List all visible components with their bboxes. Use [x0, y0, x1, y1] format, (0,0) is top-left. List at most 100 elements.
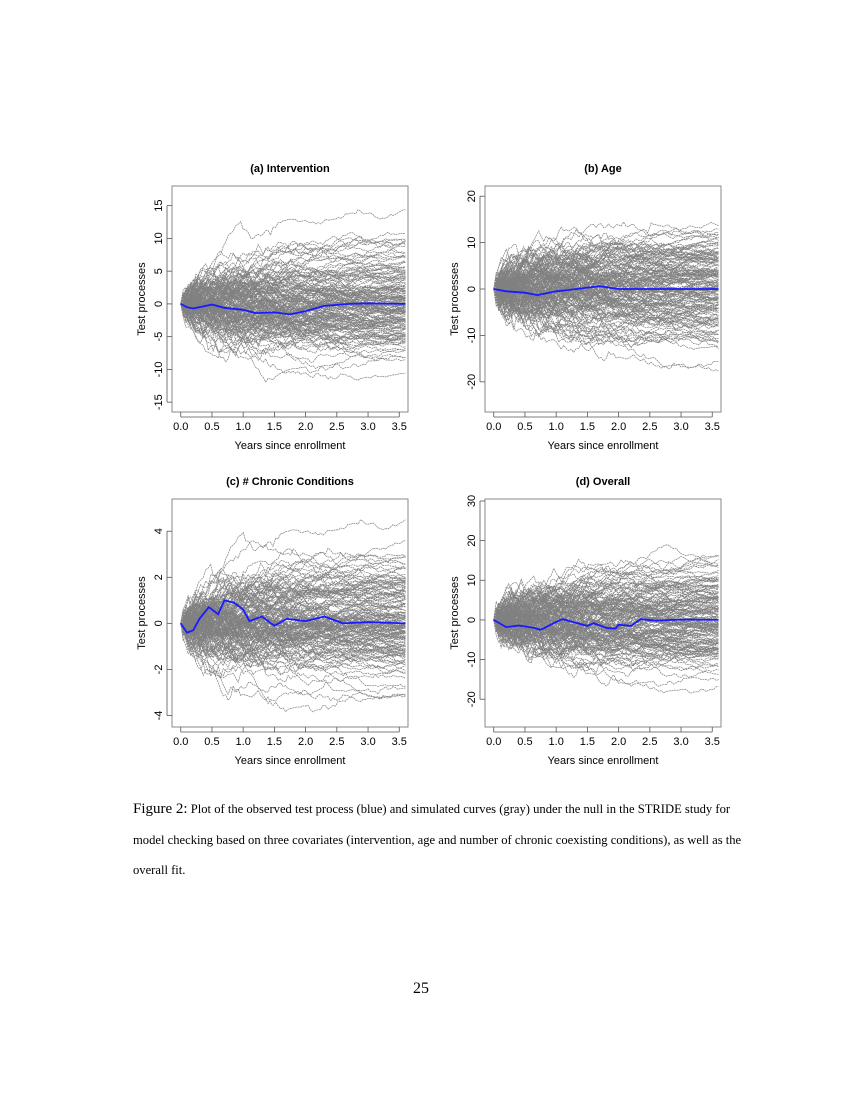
simulated-curve	[493, 270, 719, 330]
simulated-curve	[493, 614, 719, 694]
y-tick-label: 10	[466, 236, 478, 248]
chart-title: (a) Intervention	[250, 163, 330, 175]
y-tick-label: 15	[153, 200, 165, 212]
x-tick-label: 1.5	[267, 421, 282, 433]
simulated-curve	[180, 299, 406, 370]
x-tick-label: 3.0	[673, 421, 688, 433]
simulated-curve	[180, 618, 406, 660]
y-tick-label: -10	[153, 361, 165, 377]
simulated-curve	[180, 613, 406, 639]
simulated-curve	[493, 288, 719, 372]
chart-title: (b) Age	[584, 163, 621, 175]
simulated-curve	[180, 286, 406, 324]
simulated-curve	[493, 580, 719, 632]
plot-frame	[484, 498, 722, 728]
simulated-curve	[493, 285, 719, 320]
simulated-curve	[493, 257, 719, 302]
simulated-curve	[180, 299, 406, 330]
simulated-curve	[180, 290, 406, 339]
simulated-curve	[180, 611, 406, 640]
simulated-curve	[180, 601, 406, 651]
simulated-curve	[493, 598, 719, 638]
simulated-curve	[493, 252, 719, 290]
simulated-curve	[180, 261, 406, 306]
simulated-curve	[180, 303, 406, 355]
simulated-curve	[180, 291, 406, 312]
simulated-curve	[180, 287, 406, 315]
simulated-curve	[180, 291, 406, 328]
simulated-curve	[493, 615, 719, 646]
chart-panel-3: 0.0 0.5 1.0 1.5 2.0 2.5 3.0 3.5 -4 -2 0 2 4 (c) # Chr…	[136, 476, 409, 767]
y-tick-label: 4	[153, 528, 165, 534]
simulated-curve	[493, 288, 719, 337]
simulated-curve	[180, 296, 406, 345]
simulated-curve	[180, 281, 406, 307]
simulated-curve	[493, 281, 719, 344]
simulated-curve	[493, 288, 719, 346]
simulated-curve	[180, 267, 406, 313]
simulated-curve	[493, 263, 719, 299]
x-tick-label: 0.5	[517, 736, 532, 748]
x-tick-label: 3.0	[673, 736, 688, 748]
simulated-curve	[180, 586, 406, 634]
x-tick-label: 1.0	[549, 736, 564, 748]
simulated-curve	[180, 303, 406, 337]
simulated-curve	[493, 286, 719, 316]
simulated-curve	[180, 620, 406, 657]
simulated-curve	[180, 554, 406, 627]
simulated-curve	[180, 287, 406, 312]
simulated-curve	[180, 269, 406, 305]
simulated-curve	[180, 287, 406, 327]
simulated-curves	[180, 519, 406, 713]
simulated-curve	[493, 615, 719, 687]
x-tick-label: 3.5	[392, 421, 407, 433]
simulated-curve	[493, 567, 719, 621]
simulated-curve	[493, 267, 719, 336]
simulated-curve	[493, 279, 719, 348]
simulated-curve	[180, 620, 406, 658]
y-tick-label: -20	[466, 374, 478, 390]
y-tick-label: 2	[153, 574, 165, 580]
simulated-curve	[493, 618, 719, 673]
simulated-curve	[180, 265, 406, 314]
simulated-curve	[180, 281, 406, 328]
simulated-curve	[180, 591, 406, 624]
y-tick-label: 30	[466, 495, 478, 507]
simulated-curve	[180, 303, 406, 344]
simulated-curve	[493, 584, 719, 633]
x-tick-label: 0.5	[204, 736, 219, 748]
y-tick-label: 10	[153, 232, 165, 244]
simulated-curve	[180, 303, 406, 345]
simulated-curve	[180, 237, 406, 310]
simulated-curve	[180, 614, 406, 669]
simulated-curve	[180, 285, 406, 321]
simulated-curve	[180, 302, 406, 347]
simulated-curve	[493, 619, 719, 658]
y-tick-label: 5	[153, 268, 165, 274]
simulated-curve	[493, 582, 719, 627]
chart-panel-4: 0.0 0.5 1.0 1.5 2.0 2.5 3.0 3.5 -20 -10 0 10 20 30 (d)…	[449, 476, 722, 767]
simulated-curve	[180, 238, 406, 308]
simulated-curve	[493, 562, 719, 621]
y-tick-label: 0	[153, 620, 165, 626]
simulated-curve	[493, 288, 719, 331]
simulated-curve	[180, 293, 406, 329]
simulated-curve	[493, 243, 719, 290]
simulated-curve	[493, 606, 719, 646]
y-tick-label: -5	[153, 332, 165, 342]
chart-title: (d) Overall	[576, 476, 630, 488]
simulated-curve	[180, 617, 406, 646]
simulated-curve	[493, 612, 719, 652]
simulated-curve	[180, 577, 406, 633]
y-tick-label: -15	[153, 394, 165, 410]
simulated-curve	[180, 303, 406, 383]
simulated-curve	[180, 261, 406, 306]
simulated-curve	[493, 242, 719, 299]
x-tick-label: 2.0	[611, 421, 626, 433]
x-axis-label: Years since enrollment	[235, 440, 346, 452]
x-tick-label: 3.5	[705, 421, 720, 433]
simulated-curve	[493, 245, 719, 294]
x-tick-label: 0.0	[173, 421, 188, 433]
simulated-curve	[493, 593, 719, 627]
simulated-curve	[180, 540, 406, 631]
